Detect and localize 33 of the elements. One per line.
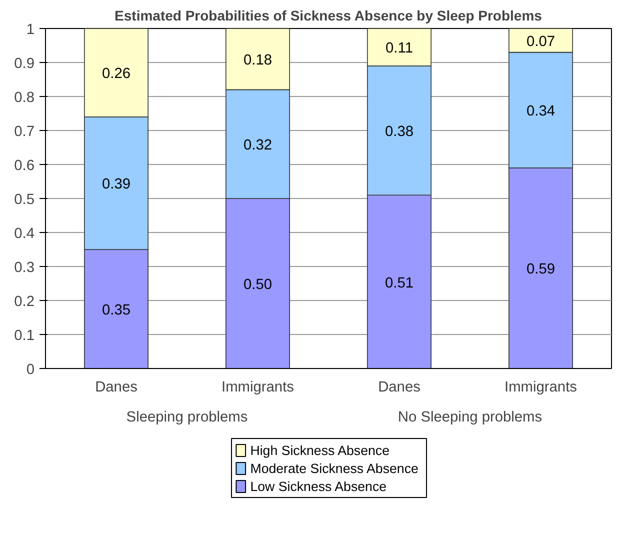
data-label: 0.51	[384, 275, 414, 292]
y-tick-label: 0.9	[14, 56, 34, 72]
text: Sleeping problems	[126, 410, 248, 426]
y-tick-label: 0.8	[14, 90, 34, 106]
data-label: 0.59	[526, 262, 556, 278]
chart-title: Estimated Probabilities of Sickness Absence by Sleep Problems	[114, 8, 542, 24]
data-label: 0.35	[102, 302, 131, 318]
y-tick-label: 1	[26, 22, 35, 38]
y-tick-label: 0.3	[14, 260, 34, 276]
data-label: 0.50	[243, 277, 272, 293]
y-tick-label: 0.1	[14, 328, 34, 344]
data-label: 0.11	[386, 40, 413, 57]
y-tick-label: 0.2	[14, 294, 34, 310]
data-label: 0.32	[243, 138, 272, 154]
x-tick-label: Danes	[378, 380, 420, 396]
legend-label: Low Sickness Absence	[250, 479, 386, 494]
data-label: 0.38	[384, 124, 414, 140]
y-tick-label: 0.4	[14, 226, 34, 242]
y-tick-label: 0.5	[14, 192, 34, 208]
data-label: 0.18	[243, 52, 272, 69]
data-label: 0.07	[526, 34, 556, 50]
legend-label: High Sickness Absence	[250, 443, 390, 458]
x-tick-label: Immigrants	[504, 380, 577, 396]
data-label: 0.39	[102, 176, 131, 193]
y-tick-label: 0.6	[14, 158, 34, 174]
text: No Sleeping problems	[398, 410, 542, 426]
data-label: 0.26	[102, 66, 131, 82]
x-tick-label: Immigrants	[222, 380, 294, 396]
data-label: 0.34	[526, 104, 556, 120]
y-tick-label: 0	[26, 362, 35, 378]
legend-label: Moderate Sickness Absence	[250, 461, 418, 476]
y-tick-label: 0.7	[14, 124, 34, 140]
x-tick-label: Danes	[95, 380, 138, 396]
